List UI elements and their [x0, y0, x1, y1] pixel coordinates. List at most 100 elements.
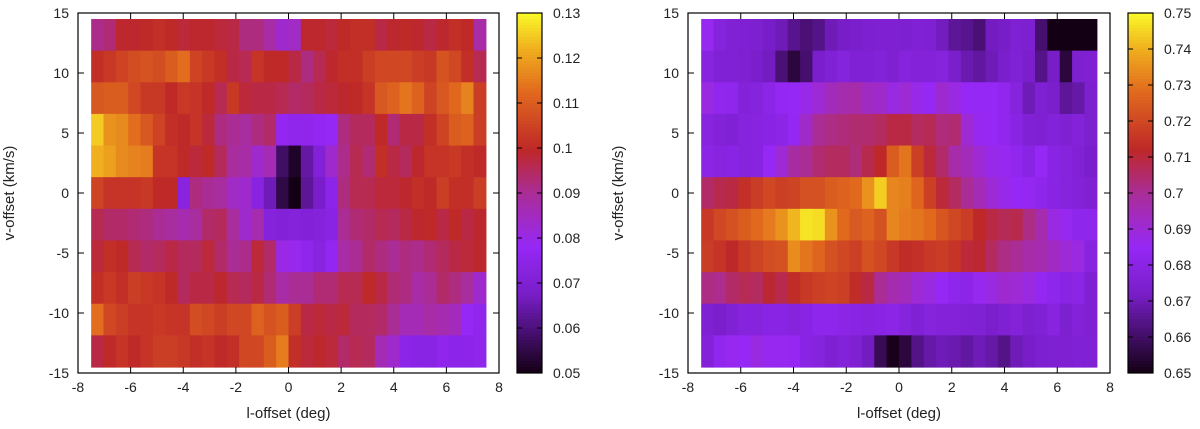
colorbar-step	[1128, 151, 1153, 155]
heatmap-cell	[448, 335, 462, 368]
colorbar-step	[517, 82, 542, 86]
colorbar-step	[517, 253, 542, 257]
heatmap-cell	[461, 19, 475, 52]
heatmap-cell	[837, 272, 851, 305]
colorbar-step	[517, 124, 542, 128]
colorbar-step	[1128, 265, 1153, 269]
heatmap-cell	[263, 19, 277, 52]
colorbar-step	[1128, 97, 1153, 101]
colorbar-step	[517, 310, 542, 314]
heatmap-cell	[787, 208, 801, 242]
colorbar-step	[517, 121, 542, 125]
heatmap-cell	[165, 113, 179, 147]
heatmap-cell	[738, 335, 752, 368]
colorbar-step	[517, 169, 542, 173]
heatmap-cell	[713, 82, 727, 115]
colorbar-step	[517, 160, 542, 164]
heatmap-cell	[152, 335, 166, 368]
heatmap-cell	[411, 145, 425, 178]
colorbar-step	[1128, 172, 1153, 176]
heatmap-cell	[738, 19, 752, 52]
heatmap-cell	[725, 177, 739, 210]
heatmap-cell	[923, 177, 937, 210]
colorbar-step	[1128, 301, 1153, 305]
heatmap-cell	[424, 177, 438, 210]
heatmap-cell	[226, 272, 240, 305]
colorbar-step	[1128, 202, 1153, 206]
heatmap-cell	[849, 50, 863, 83]
heatmap-cell	[263, 50, 277, 83]
heatmap-cell	[1084, 303, 1098, 336]
colorbar-tick-label: 0.73	[1164, 77, 1191, 93]
heatmap-cell	[276, 208, 290, 242]
heatmap-cell	[239, 82, 253, 115]
colorbar-step	[1128, 193, 1153, 197]
heatmap-cell	[214, 113, 228, 147]
heatmap-cell	[1010, 303, 1024, 336]
colorbar-step	[517, 142, 542, 146]
heatmap-cell	[763, 303, 776, 336]
heatmap-cell	[812, 113, 826, 147]
heatmap-cell	[874, 50, 888, 83]
heatmap-cell	[899, 50, 912, 83]
heatmap-cell	[263, 335, 277, 368]
heatmap-cell	[374, 303, 388, 336]
colorbar-tick-label: 0.11	[553, 95, 579, 111]
heatmap-cell	[91, 50, 105, 83]
heatmap-cell	[263, 240, 277, 273]
heatmap-cell	[1047, 50, 1061, 83]
heatmap-cell	[424, 50, 438, 83]
heatmap-cell	[849, 177, 863, 210]
colorbar-step	[517, 166, 542, 170]
heatmap-cell	[1010, 208, 1024, 242]
heatmap-cell	[165, 240, 179, 273]
heatmap-cell	[787, 50, 801, 83]
heatmap-cell	[936, 50, 950, 83]
heatmap-cell	[911, 113, 925, 147]
heatmap-cell	[337, 272, 351, 305]
heatmap-cell	[824, 272, 838, 305]
heatmap-cell	[461, 82, 475, 115]
heatmap-cell	[948, 19, 962, 52]
heatmap-cell	[874, 82, 888, 115]
heatmap-cell	[812, 19, 826, 52]
colorbar-step	[1128, 358, 1153, 362]
heatmap-cell	[374, 177, 388, 210]
heatmap-cell	[226, 82, 240, 115]
colorbar-step	[517, 103, 542, 107]
colorbar-step	[1128, 349, 1153, 353]
heatmap-cell	[725, 82, 739, 115]
heatmap-cell	[812, 177, 826, 210]
heatmap-cell	[874, 240, 888, 273]
heatmap-cell	[763, 240, 776, 273]
heatmap-cell	[923, 208, 937, 242]
heatmap-cell	[701, 335, 715, 368]
heatmap-cell	[824, 335, 838, 368]
colorbar-step	[517, 337, 542, 341]
heatmap-cell	[177, 240, 191, 273]
colorbar-step	[1128, 271, 1153, 275]
colorbar-step	[517, 64, 542, 68]
colorbar-step	[517, 94, 542, 98]
heatmap-cell	[399, 113, 413, 147]
heatmap-cell	[411, 113, 425, 147]
heatmap-cell	[214, 145, 228, 178]
heatmap-cell	[350, 208, 364, 242]
colorbar-step	[517, 85, 542, 89]
colorbar-step	[1128, 295, 1153, 299]
heatmap-cell	[713, 113, 727, 147]
colorbar-tick-label: 0.08	[553, 230, 580, 246]
x-tick-label: -2	[230, 379, 243, 395]
heatmap-cell	[775, 50, 789, 83]
heatmap-cell	[1084, 177, 1098, 210]
y-axis-label: v-offset (km/s)	[610, 146, 627, 241]
colorbar-step	[1128, 64, 1153, 68]
heatmap-cell	[300, 82, 314, 115]
colorbar-step	[1128, 34, 1153, 38]
heatmap-cell	[824, 82, 838, 115]
colorbar-step	[1128, 16, 1153, 20]
heatmap-cell	[202, 177, 216, 210]
heatmap-cell	[1084, 272, 1098, 305]
heatmap-cell	[713, 335, 727, 368]
heatmap-cell	[936, 19, 950, 52]
